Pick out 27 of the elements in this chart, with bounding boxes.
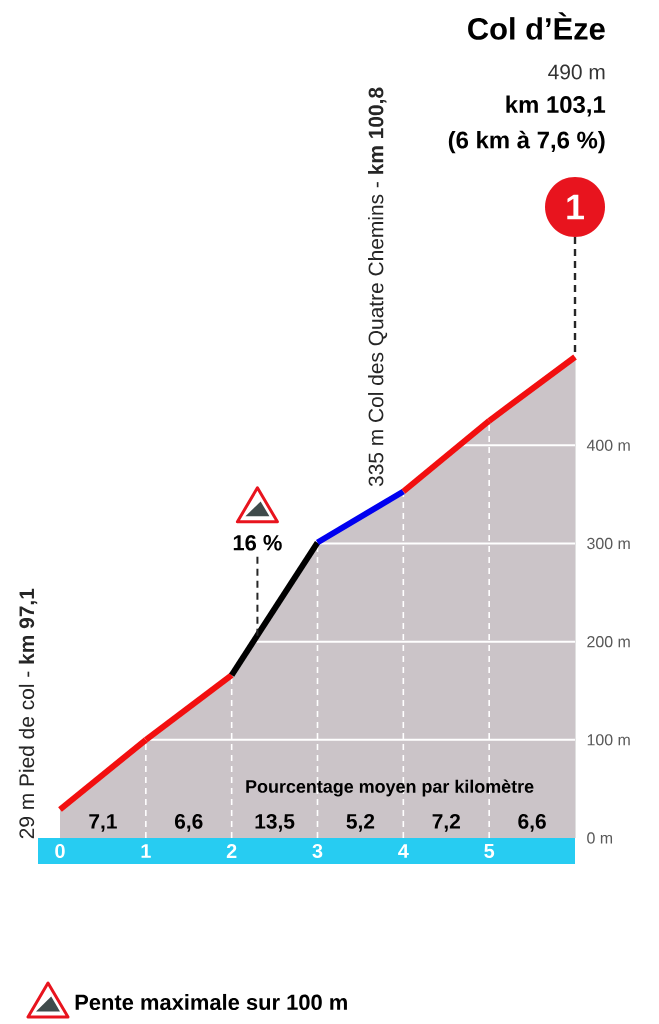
- annotation: Pourcentage moyen par kilomètre: [246, 779, 534, 797]
- text: km 103,1: [506, 95, 606, 117]
- annotation: 335 m Col des Quatre Chemins - km 100,8: [368, 87, 388, 487]
- text: Pente maximale sur 100 m: [75, 993, 347, 1011]
- chart-title: Col d’Èze: [468, 12, 605, 40]
- y-tick-label: 300 m: [587, 537, 630, 550]
- x-tick-label: 4: [398, 844, 409, 858]
- x-tick-label: 5: [484, 844, 495, 858]
- annotation: 1: [567, 194, 584, 220]
- x-tick-label: 2: [226, 844, 237, 858]
- annotation: 7,2: [432, 813, 460, 832]
- x-tick-label: 3: [312, 843, 323, 859]
- text: (6 km à 7,6 %): [448, 130, 605, 154]
- annotation: 6,6: [518, 813, 546, 832]
- y-tick-label: 400 m: [586, 439, 630, 451]
- annotation: 6,6: [174, 813, 203, 832]
- x-tick-label: 0: [55, 843, 65, 859]
- y-tick-label: 0 m: [587, 832, 613, 844]
- annotation: 5,2: [346, 813, 375, 832]
- annotation: 29 m Pied de col - km 97,1: [18, 588, 38, 839]
- text: 490 m: [548, 64, 605, 80]
- annotation: 13,5: [255, 813, 295, 832]
- y-tick-label: 100 m: [587, 734, 630, 746]
- y-tick-label: 200 m: [587, 636, 630, 648]
- annotation: 16 %: [233, 535, 282, 551]
- annotation: 7,1: [89, 814, 117, 832]
- x-tick-label: 1: [141, 844, 151, 858]
